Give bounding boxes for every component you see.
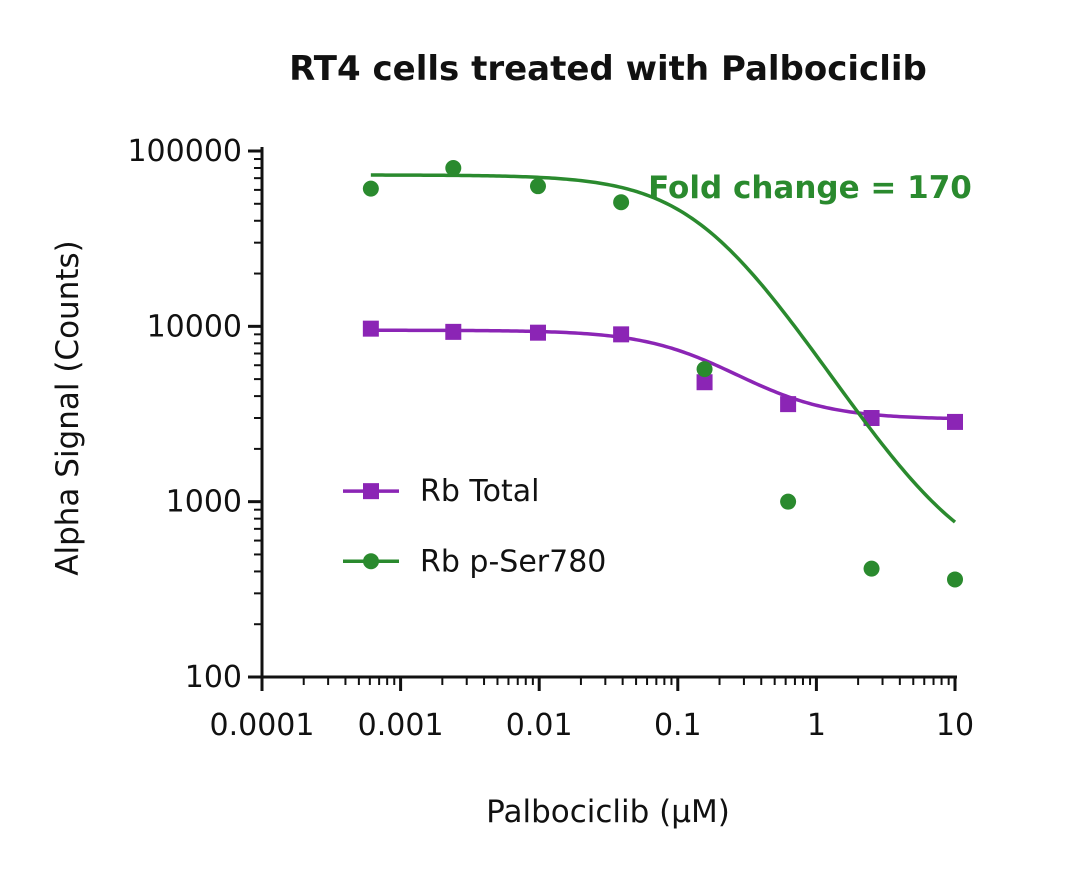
data-point: [780, 396, 797, 413]
data-point: [362, 320, 379, 337]
legend-label: Rb Total: [420, 474, 540, 509]
legend-label: Rb p-Ser780: [420, 544, 606, 579]
data-point: [445, 159, 462, 176]
fit-curve: [370, 173, 957, 524]
series-rb-pser780: [362, 159, 963, 588]
y-tick-label: 100: [185, 660, 242, 695]
fit-curve: [370, 328, 956, 421]
data-point: [696, 374, 713, 391]
axes: [260, 147, 957, 679]
data-point: [529, 178, 546, 195]
x-tick-label: 10: [936, 708, 974, 743]
x-tick-label: 0.001: [358, 708, 444, 743]
legend-marker: [363, 483, 379, 500]
data-point: [445, 323, 462, 340]
series-rb-total: [362, 320, 963, 430]
x-tick-label: 0.01: [506, 708, 573, 743]
y-ticks: 100 1000 10000 100000: [127, 134, 262, 695]
data-point: [362, 180, 379, 197]
data-point: [613, 194, 630, 211]
data-point: [863, 410, 880, 427]
data-point: [780, 493, 797, 510]
y-tick-label: 100000: [127, 134, 242, 169]
x-tick-label: 0.0001: [210, 708, 315, 743]
x-ticks: 0.0001 0.001 0.01 0.1 1 10: [210, 677, 974, 743]
series-layer: [362, 159, 963, 588]
fold-change-annotation: Fold change = 170: [648, 170, 972, 206]
x-tick-label: 1: [807, 708, 826, 743]
legend: Rb Total Rb p-Ser780: [343, 474, 606, 579]
chart-title: RT4 cells treated with Palbociclib: [289, 49, 927, 89]
legend-item: Rb p-Ser780: [343, 544, 606, 579]
data-point: [696, 361, 713, 378]
legend-marker: [363, 553, 379, 570]
y-axis-label: Alpha Signal (Counts): [50, 240, 86, 575]
y-tick-label: 10000: [147, 309, 242, 344]
data-point: [947, 571, 963, 588]
legend-item: Rb Total: [343, 474, 540, 509]
data-point: [529, 324, 546, 341]
data-point: [613, 326, 630, 343]
data-point: [863, 560, 880, 577]
x-axis-label: Palbociclib (µM): [486, 794, 730, 830]
x-tick-label: 0.1: [654, 708, 702, 743]
y-tick-label: 1000: [166, 485, 242, 520]
data-point: [947, 413, 963, 430]
